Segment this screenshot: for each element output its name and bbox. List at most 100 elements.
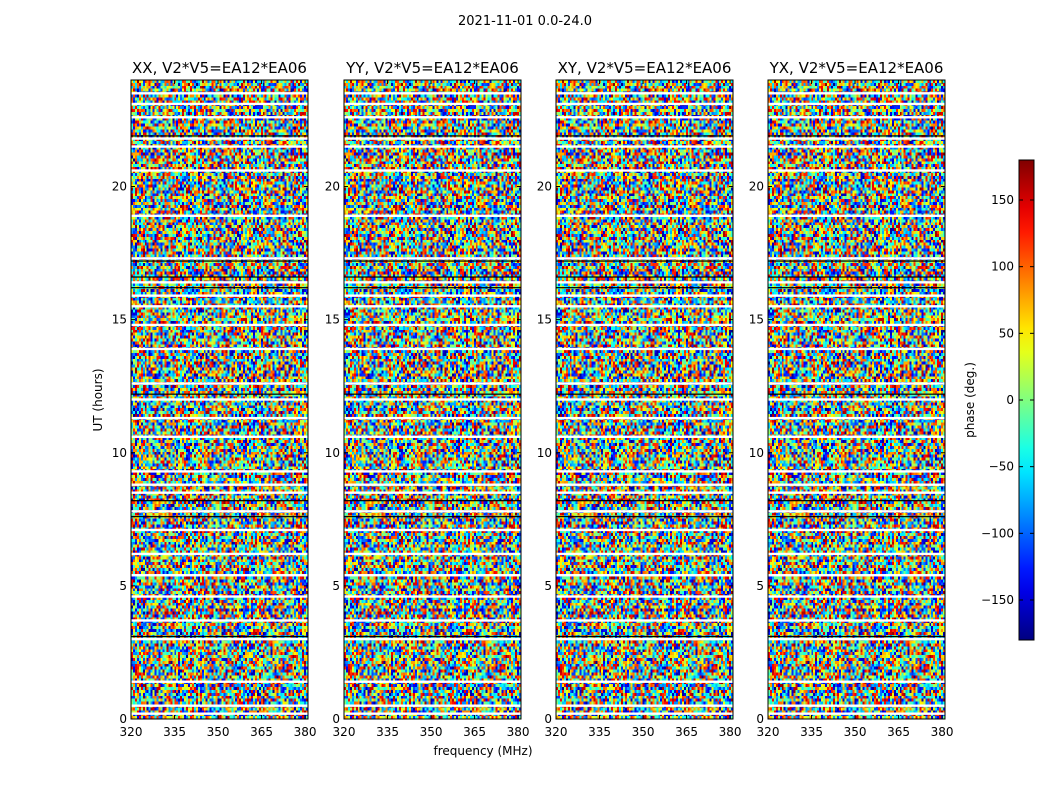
x-tick-label: 335 xyxy=(376,725,399,739)
flagged-row xyxy=(556,102,733,106)
separator-row xyxy=(131,393,308,395)
flagged-row xyxy=(768,528,945,532)
x-tick-label: 365 xyxy=(887,725,910,739)
flagged-row xyxy=(344,491,521,494)
flagged-row xyxy=(344,169,521,172)
flagged-row xyxy=(344,347,521,351)
flagged-row xyxy=(131,137,308,140)
separator-row xyxy=(768,276,945,278)
flagged-row xyxy=(344,323,521,327)
flagged-row xyxy=(556,305,733,308)
y-tick-label: 5 xyxy=(332,579,340,593)
flagged-row xyxy=(556,169,733,172)
separator-row xyxy=(131,635,308,638)
x-tick-label: 320 xyxy=(545,725,568,739)
flagged-row xyxy=(344,382,521,385)
y-tick-label: 20 xyxy=(537,180,552,194)
flagged-row xyxy=(344,595,521,598)
figure-title: 2021-11-01 0.0-24.0 xyxy=(458,14,592,29)
y-tick-label: 15 xyxy=(749,313,764,327)
separator-row xyxy=(556,287,733,289)
heatmap-area xyxy=(131,80,308,719)
y-tick-label: 5 xyxy=(119,579,127,593)
flagged-row xyxy=(768,552,945,556)
flagged-row xyxy=(556,680,733,683)
flagged-row xyxy=(768,491,945,494)
flagged-row xyxy=(131,470,308,473)
flagged-row xyxy=(131,294,308,297)
x-tick-label: 365 xyxy=(463,725,486,739)
x-axis-label: frequency (MHz) xyxy=(433,744,532,758)
flagged-row xyxy=(556,552,733,556)
x-tick-label: 380 xyxy=(719,725,742,739)
separator-row xyxy=(768,393,945,395)
flagged-row xyxy=(768,416,945,420)
separator-row xyxy=(131,276,308,278)
flagged-row xyxy=(131,398,308,401)
separator-row xyxy=(131,500,308,502)
y-tick-label: 10 xyxy=(749,446,764,460)
colorbar: 150 100 50 0 −50 −100 −150 phase (deg.) xyxy=(963,159,1035,641)
flagged-row xyxy=(556,491,733,494)
flagged-row xyxy=(344,552,521,556)
separator-row xyxy=(131,135,308,137)
x-tick-label: 335 xyxy=(163,725,186,739)
y-tick-label: 5 xyxy=(544,579,552,593)
flagged-row xyxy=(556,619,733,622)
x-tick-label: 380 xyxy=(931,725,954,739)
flagged-row xyxy=(131,510,308,513)
flagged-row xyxy=(556,257,733,260)
heatmap-area xyxy=(556,80,733,719)
flagged-row xyxy=(131,435,308,438)
flagged-row xyxy=(768,294,945,297)
separator-row xyxy=(344,287,521,289)
y-tick-label: 15 xyxy=(537,313,552,327)
flagged-row xyxy=(556,470,733,473)
flagged-row xyxy=(768,92,945,95)
flagged-row xyxy=(131,574,308,577)
flagged-row xyxy=(344,145,521,148)
x-tick-label: 365 xyxy=(250,725,273,739)
panel-1: YY, V2*V5=EA12*EA06 320 335 350 365 380 0 5 10 15… xyxy=(325,59,530,739)
x-tick-label: 320 xyxy=(757,725,780,739)
flagged-row xyxy=(131,214,308,217)
flagged-row xyxy=(556,137,733,140)
flagged-row xyxy=(556,435,733,438)
y-tick-label: 20 xyxy=(325,180,340,194)
flagged-row xyxy=(344,398,521,401)
panel-title: XX, V2*V5=EA12*EA06 xyxy=(132,59,307,77)
x-tick-label: 335 xyxy=(800,725,823,739)
flagged-row xyxy=(131,483,308,486)
flagged-row xyxy=(556,637,733,641)
flagged-row xyxy=(768,704,945,707)
flagged-row xyxy=(344,704,521,707)
x-tick-label: 365 xyxy=(675,725,698,739)
flagged-row xyxy=(556,528,733,532)
colorbar-tick-label: 100 xyxy=(991,260,1014,274)
flagged-row xyxy=(344,281,521,284)
flagged-row xyxy=(768,145,945,148)
flagged-row xyxy=(344,619,521,622)
flagged-row xyxy=(768,169,945,172)
flagged-row xyxy=(131,704,308,707)
colorbar-tick-label: −100 xyxy=(981,526,1014,540)
y-tick-label: 15 xyxy=(112,313,127,327)
colorbar-tick-label: 50 xyxy=(999,326,1014,340)
x-tick-label: 320 xyxy=(120,725,143,739)
flagged-row xyxy=(344,680,521,683)
flagged-row xyxy=(556,510,733,513)
flagged-row xyxy=(768,574,945,577)
flagged-row xyxy=(556,145,733,148)
flagged-row xyxy=(131,528,308,532)
flagged-row xyxy=(556,116,733,119)
flagged-row xyxy=(768,347,945,351)
x-tick-label: 335 xyxy=(588,725,611,739)
separator-row xyxy=(344,135,521,137)
flagged-row xyxy=(556,281,733,284)
flagged-row xyxy=(131,491,308,494)
flagged-row xyxy=(556,294,733,297)
flagged-row xyxy=(344,528,521,532)
heatmap-area xyxy=(768,80,945,719)
flagged-row xyxy=(768,483,945,486)
flagged-row xyxy=(131,102,308,106)
